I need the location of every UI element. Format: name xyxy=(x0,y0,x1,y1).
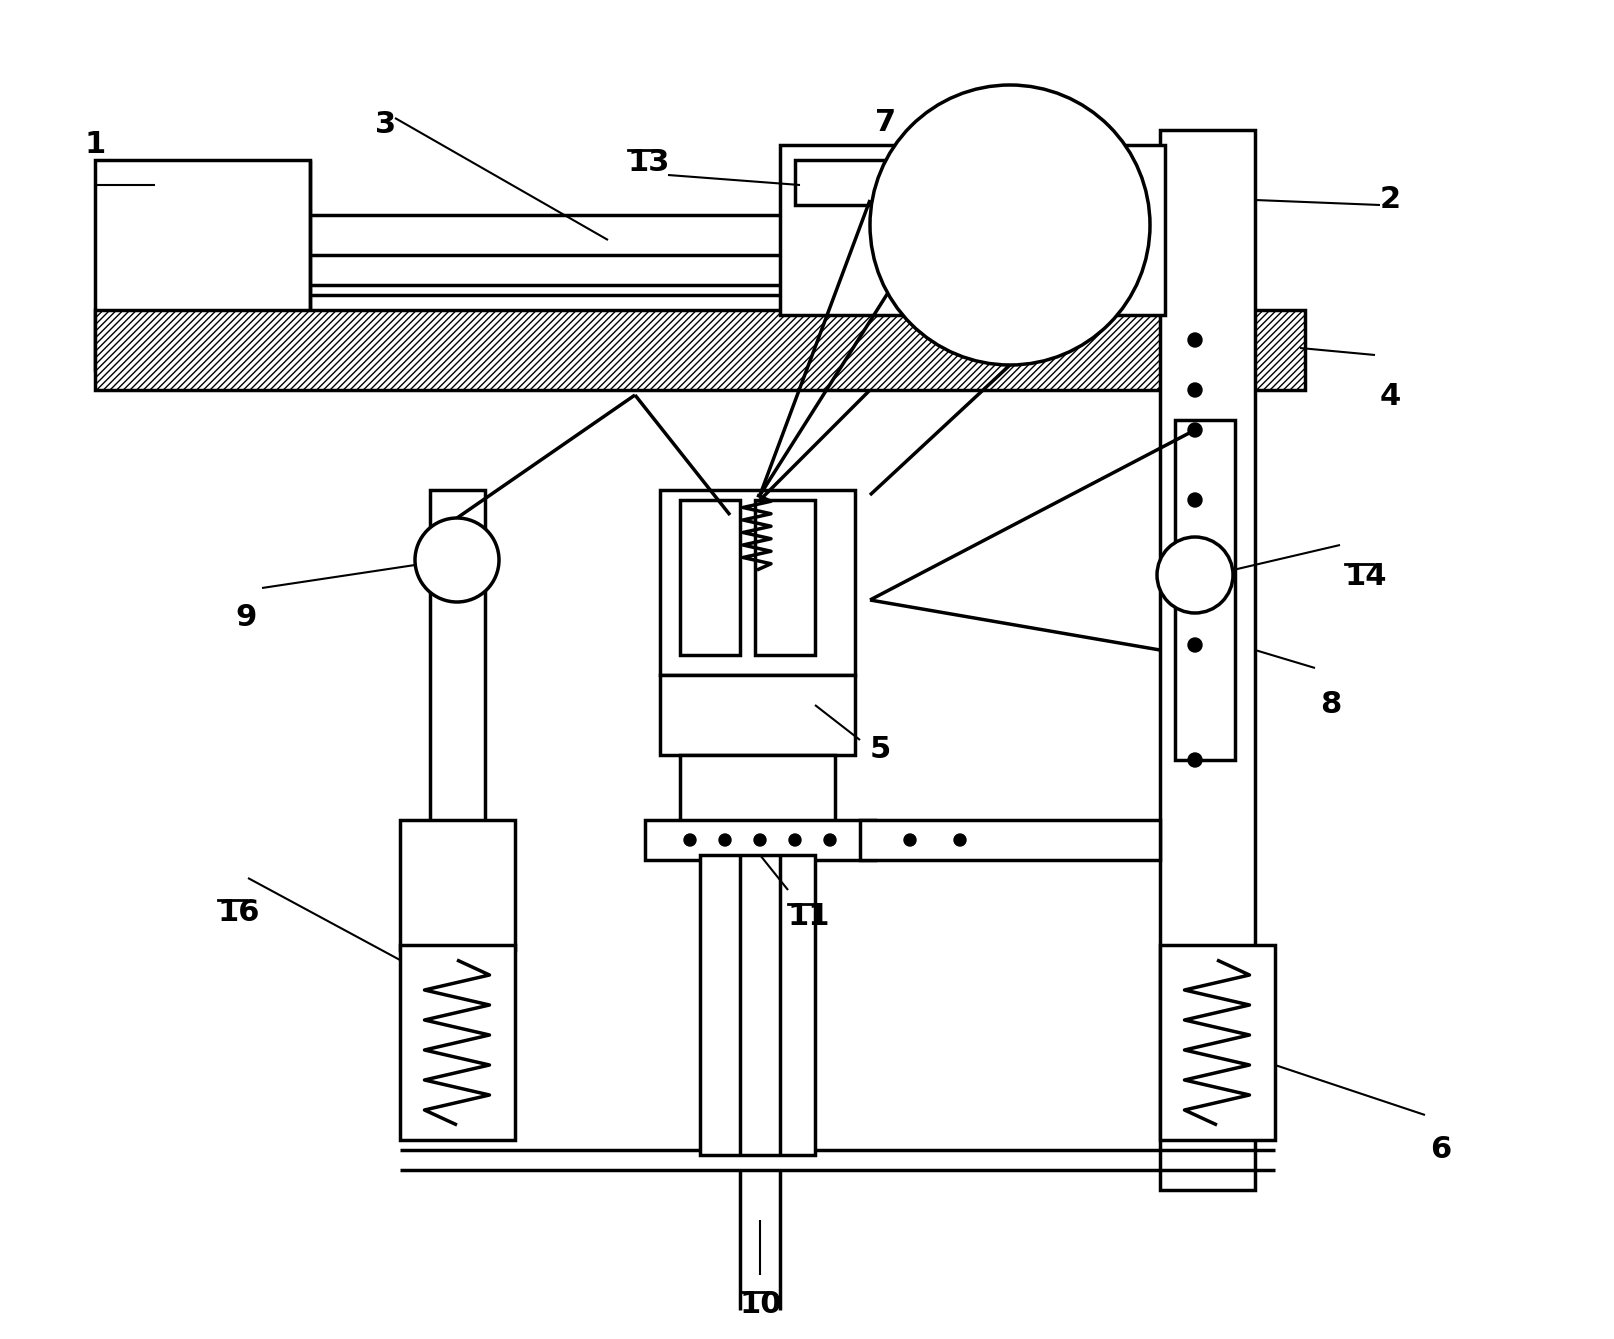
Text: 1: 1 xyxy=(86,130,107,159)
Bar xyxy=(780,145,1164,315)
Circle shape xyxy=(754,834,765,846)
Bar xyxy=(400,945,515,1139)
Text: 8: 8 xyxy=(1319,690,1340,719)
Bar xyxy=(679,499,739,655)
Circle shape xyxy=(1188,493,1201,507)
Bar xyxy=(794,159,894,205)
Text: 7: 7 xyxy=(875,108,896,137)
Bar xyxy=(95,311,1304,390)
Bar xyxy=(699,856,815,1156)
Circle shape xyxy=(823,834,836,846)
Bar xyxy=(660,675,854,755)
Text: 9: 9 xyxy=(236,603,257,632)
Circle shape xyxy=(1188,333,1201,347)
Circle shape xyxy=(1188,637,1201,652)
Bar xyxy=(1159,130,1254,1190)
Circle shape xyxy=(789,834,801,846)
Text: 16: 16 xyxy=(218,898,260,927)
Text: 5: 5 xyxy=(870,735,891,765)
Text: 14: 14 xyxy=(1344,562,1386,590)
Circle shape xyxy=(1188,753,1201,767)
Circle shape xyxy=(1188,423,1201,437)
Circle shape xyxy=(954,834,965,846)
Circle shape xyxy=(415,518,499,603)
Text: 11: 11 xyxy=(788,902,830,931)
Circle shape xyxy=(1188,383,1201,396)
Bar xyxy=(1175,420,1235,761)
Circle shape xyxy=(870,84,1149,366)
Bar xyxy=(679,755,834,830)
Text: 2: 2 xyxy=(1378,185,1401,214)
Bar xyxy=(660,490,854,675)
Circle shape xyxy=(718,834,731,846)
Bar xyxy=(754,499,815,655)
Circle shape xyxy=(1156,537,1231,613)
Circle shape xyxy=(684,834,696,846)
Bar xyxy=(95,159,310,370)
Bar xyxy=(644,819,875,860)
Text: 6: 6 xyxy=(1428,1135,1451,1164)
Bar xyxy=(860,819,1159,860)
Text: 13: 13 xyxy=(628,149,670,177)
Circle shape xyxy=(904,834,915,846)
Bar xyxy=(429,490,484,880)
Bar xyxy=(400,819,515,949)
Text: 10: 10 xyxy=(739,1289,783,1319)
Bar xyxy=(1159,945,1273,1139)
Text: 3: 3 xyxy=(374,110,395,139)
Text: 4: 4 xyxy=(1378,382,1401,411)
